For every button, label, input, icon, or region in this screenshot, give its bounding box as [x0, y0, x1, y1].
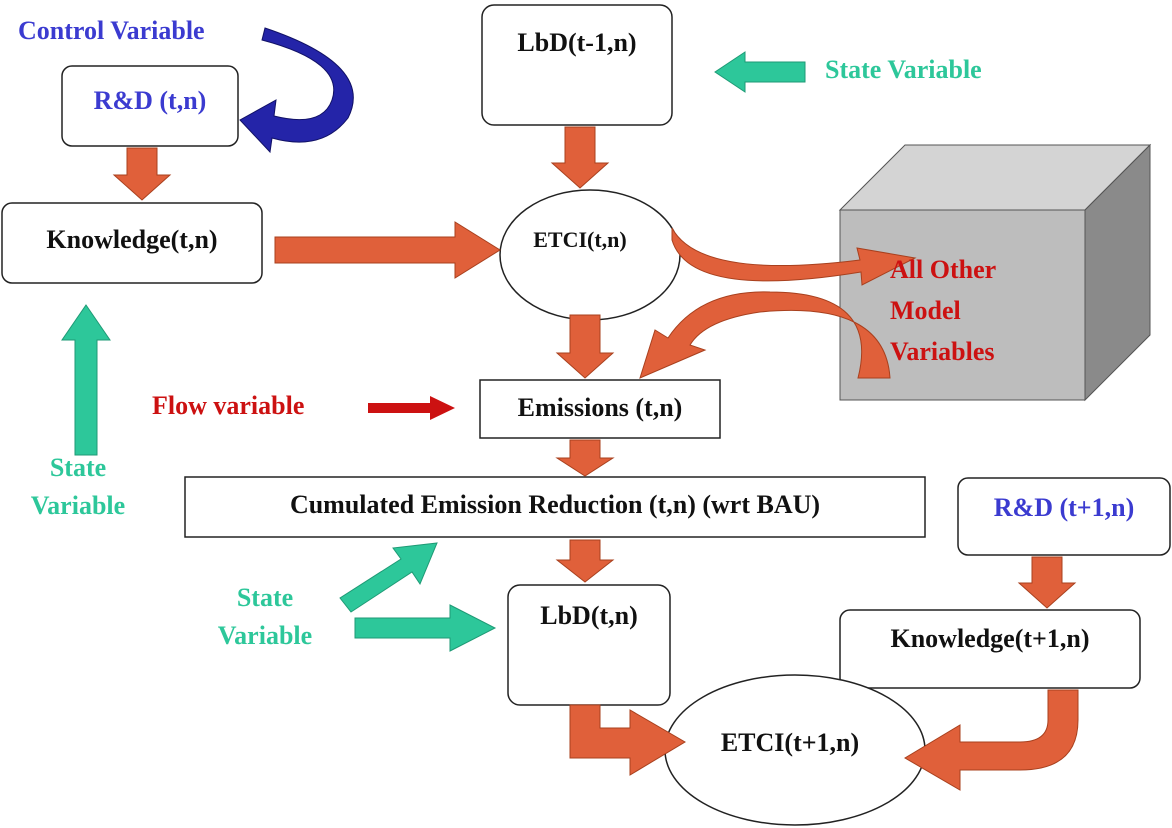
node-box — [479, 379, 721, 439]
node-label: Cumulated Emission Reduction (t,n) (wrt … — [290, 490, 820, 519]
node-label: LbD(t,n) — [540, 601, 638, 630]
annotation: Flow variable — [152, 391, 304, 420]
arrow — [904, 689, 1079, 791]
annotation: Variables — [890, 337, 995, 366]
node-label: Knowledge(t+1,n) — [891, 624, 1090, 653]
node-label: R&D (t+1,n) — [994, 493, 1134, 522]
node-ellipse — [499, 189, 681, 321]
node-box — [184, 476, 926, 538]
annotation: State — [237, 583, 293, 612]
annotation: Model — [890, 296, 961, 325]
node-box — [481, 4, 673, 126]
arrow — [112, 147, 172, 201]
node-label: ETCI(t+1,n) — [721, 728, 859, 757]
annotation: State Variable — [825, 55, 982, 84]
annotation: Variable — [218, 621, 312, 650]
arrow — [354, 604, 497, 652]
node-label: Emissions (t,n) — [518, 393, 683, 422]
node-box — [957, 477, 1171, 556]
arrow — [368, 396, 455, 420]
arrow — [61, 304, 111, 456]
arrow — [239, 27, 354, 154]
annotation: State — [50, 453, 106, 482]
node-box — [839, 609, 1141, 689]
annotation: Variable — [31, 491, 125, 520]
node-label: ETCI(t,n) — [533, 227, 627, 252]
arrow — [274, 221, 501, 279]
annotation: All Other — [890, 255, 996, 284]
arrow — [339, 542, 438, 613]
annotation: Control Variable — [18, 16, 205, 45]
arrow — [671, 227, 917, 286]
arrow — [555, 439, 615, 477]
arrow — [714, 51, 806, 93]
node-label: Knowledge(t,n) — [46, 225, 217, 254]
node-label: LbD(t-1,n) — [517, 28, 636, 57]
node-label: R&D (t,n) — [94, 86, 207, 115]
node-box — [61, 65, 239, 147]
arrow — [555, 539, 615, 583]
arrow — [639, 291, 891, 379]
arrow — [1017, 556, 1077, 609]
arrow — [550, 126, 610, 189]
node-box — [1, 202, 263, 284]
arrow — [569, 704, 686, 776]
arrow — [555, 314, 615, 379]
